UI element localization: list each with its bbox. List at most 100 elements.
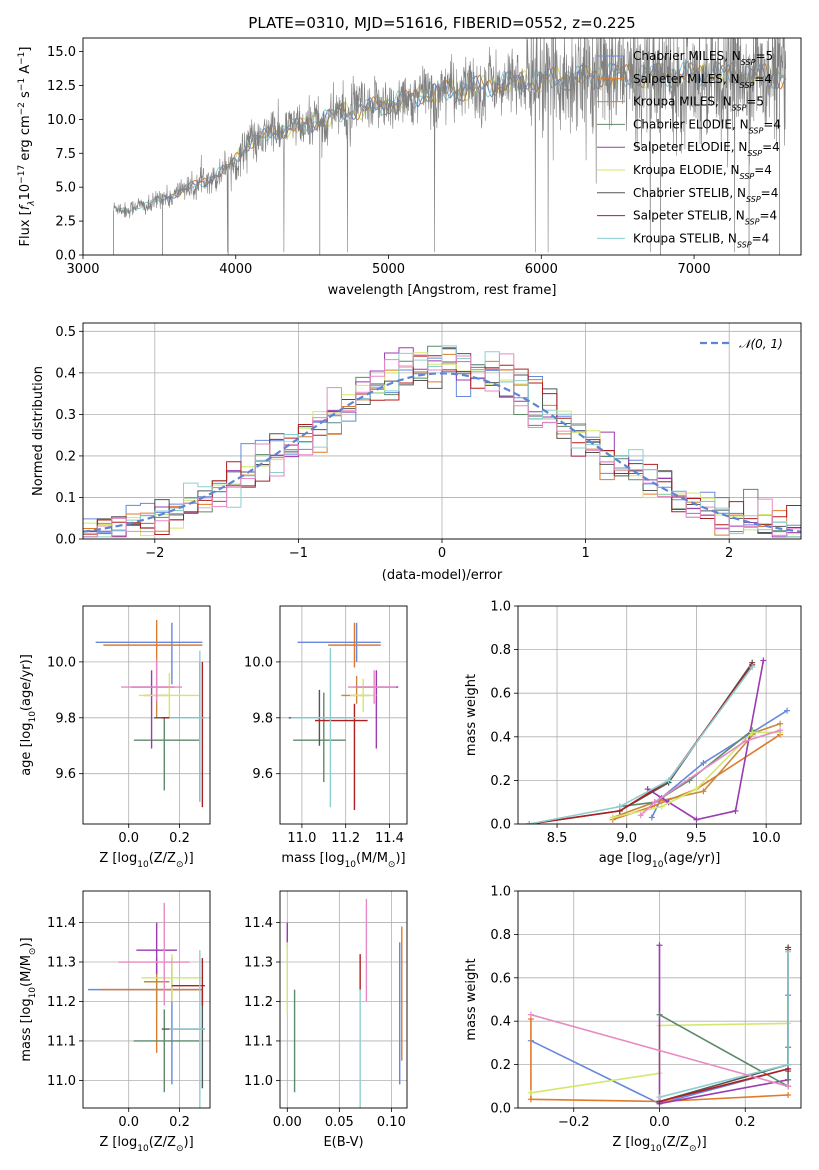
spectrum-ytick-label: 5.0	[55, 181, 76, 196]
residuals-frame	[82, 322, 802, 540]
legend-count: =4	[752, 231, 770, 245]
xlabel-part: (M/M	[356, 851, 388, 866]
y-axis-label-part: A	[18, 65, 33, 78]
legend-entry: Chabrier MILES, NSSP=5	[633, 49, 773, 67]
weight-line	[529, 662, 753, 824]
residuals-ytick-label: 0.1	[55, 491, 76, 506]
y-axis-label-part: λ	[27, 200, 37, 206]
y-axis-label-part: −17	[17, 165, 27, 184]
legend-entry: Salpeter ELODIE, NSSP=4	[633, 140, 780, 158]
legend-count: =5	[755, 49, 773, 63]
spectrum-xtick-label: 4000	[219, 262, 252, 277]
spectrum-frame	[82, 37, 802, 256]
weight-vs-age-ytick-label: 0.8	[490, 643, 511, 658]
mass-vs-Z-xtick-label: 0.2	[169, 1115, 190, 1130]
spectrum-ytick-label: 7.5	[55, 147, 76, 162]
ylabel-part: )]	[19, 937, 34, 947]
residual-histogram	[83, 353, 801, 538]
weight-vs-age-xtick-label: 9.5	[686, 831, 707, 846]
weight-vs-Z-xtick-label: −0.2	[558, 1115, 590, 1130]
spectrum-xtick-label: 6000	[525, 262, 558, 277]
legend-count: =4	[754, 72, 772, 86]
y-axis-label-part: ]	[18, 47, 33, 52]
mass-vs-EBV-ytick-label: 11.1	[244, 1034, 273, 1049]
y-axis-label-part: −1	[17, 78, 27, 91]
mass-vs-EBV-xtick-label: 0.10	[377, 1115, 406, 1130]
residuals-xtick-label: 2	[725, 546, 733, 561]
age-vs-mass-xtick-label: 11.4	[375, 831, 404, 846]
age-vs-Z-xtick-label: 0.0	[118, 831, 139, 846]
weight-line	[530, 1019, 789, 1103]
x-axis-label: Z [log10(Z/Z⊙)]	[99, 1135, 193, 1154]
legend-count: =5	[746, 95, 764, 109]
legend-subscript: SSP	[741, 58, 756, 67]
weight-vs-Z-ytick-label: 0.0	[490, 1102, 511, 1117]
spectrum-ytick-label: 15.0	[47, 45, 76, 60]
ylabel-part: (M/M	[19, 955, 34, 987]
y-axis-label-part: s	[18, 91, 33, 102]
legend-label: Kroupa ELODIE, N	[633, 163, 740, 177]
age-vs-mass-frame	[279, 605, 408, 825]
weight-vs-age-ytick-label: 0.4	[490, 730, 511, 745]
age-vs-Z-ytick-label: 9.8	[55, 711, 76, 726]
legend-subscript: SSP	[746, 194, 761, 203]
mass-vs-EBV-ytick-label: 11.3	[244, 956, 273, 971]
spectrum-plot-area	[113, 38, 787, 255]
legend-subscript: SSP	[740, 172, 755, 181]
legend-entry: Salpeter MILES, NSSP=4	[633, 72, 772, 90]
spectrum-ytick-label: 2.5	[55, 215, 76, 230]
legend-subscript: SSP	[737, 240, 752, 249]
mass-vs-Z-ytick-label: 11.1	[47, 1034, 76, 1049]
residuals-xtick-label: −2	[145, 546, 164, 561]
mass-vs-Z-plot-area	[88, 902, 205, 1108]
weight-vs-Z-ytick-label: 0.4	[490, 1015, 511, 1030]
legend-subscript: SSP	[732, 103, 747, 112]
xlabel-part: (age/yr)]	[663, 851, 720, 866]
weight-vs-Z-xtick-label: 0.2	[735, 1115, 756, 1130]
xlabel-part: )]	[395, 851, 405, 866]
residuals-ytick-label: 0.4	[55, 366, 76, 381]
age-vs-Z-xtick-label: 0.2	[169, 831, 190, 846]
weight-vs-age-ytick-label: 0.0	[490, 818, 511, 833]
age-vs-Z-ytick-label: 9.6	[55, 767, 76, 782]
weight-vs-age-panel: 8.5 9.0 9.5 10.0 0.0 0.2 0.4 0.6 0.8 1.0 age [log1…	[464, 600, 802, 870]
residuals-xtick-label: −1	[289, 546, 308, 561]
weight-vs-Z-ytick-label: 0.2	[490, 1058, 511, 1073]
ylabel-part: 10	[28, 987, 38, 999]
age-vs-mass-ytick-label: 9.8	[252, 711, 273, 726]
residuals-plot-area	[83, 345, 801, 538]
weight-vs-age-xtick-label: 10.0	[752, 831, 781, 846]
mass-vs-EBV-xtick-label: 0.05	[325, 1115, 354, 1130]
xlabel-part: 10	[652, 860, 664, 870]
y-axis-label: mass weight	[464, 674, 479, 756]
weight-vs-Z-ytick-label: 0.6	[490, 971, 511, 986]
age-vs-Z-ytick-label: 10.0	[47, 655, 76, 670]
x-axis-label: Z [log10(Z/Z⊙)]	[99, 851, 193, 870]
y-axis-label-part: 10	[18, 184, 33, 201]
spectrum-xtick-label: 5000	[372, 262, 405, 277]
xlabel-part: )]	[184, 1135, 194, 1150]
age-vs-Z-panel: 0.0 0.2 9.6 9.8 10.0 Z [log10(Z/Z⊙)] age [log1…	[19, 605, 211, 870]
x-axis-label: (data-model)/error	[382, 568, 503, 583]
legend-subscript: SSP	[749, 126, 764, 135]
age-vs-mass-ytick-label: 9.6	[252, 767, 273, 782]
ylabel-part: (age/yr)]	[19, 654, 34, 711]
ylabel-part: mass [log	[19, 998, 34, 1061]
ylabel-part: 10	[28, 711, 38, 723]
y-axis-label: mass weight	[464, 958, 479, 1040]
y-axis-label: age [log10(age/yr)]	[19, 654, 38, 776]
observed-spectrum-line	[113, 38, 786, 253]
weight-line	[529, 664, 753, 824]
weight-vs-Z-ytick-label: 0.8	[490, 928, 511, 943]
weight-line	[659, 1014, 789, 1088]
xlabel-part: 10	[137, 1144, 149, 1154]
legend-count: =4	[762, 140, 780, 154]
weight-vs-age-xtick-label: 9.0	[616, 831, 637, 846]
xlabel-part: Z [log	[99, 1135, 137, 1150]
y-axis-label: mass [log10(M/M⊙)]	[19, 937, 38, 1061]
legend-entry: Kroupa MILES, NSSP=5	[633, 95, 764, 113]
mass-vs-Z-ytick-label: 11.0	[47, 1074, 76, 1089]
weight-vs-age-frame	[517, 605, 802, 825]
mass-vs-EBV-ytick-label: 11.2	[244, 995, 273, 1010]
age-vs-Z-frame	[82, 605, 211, 825]
